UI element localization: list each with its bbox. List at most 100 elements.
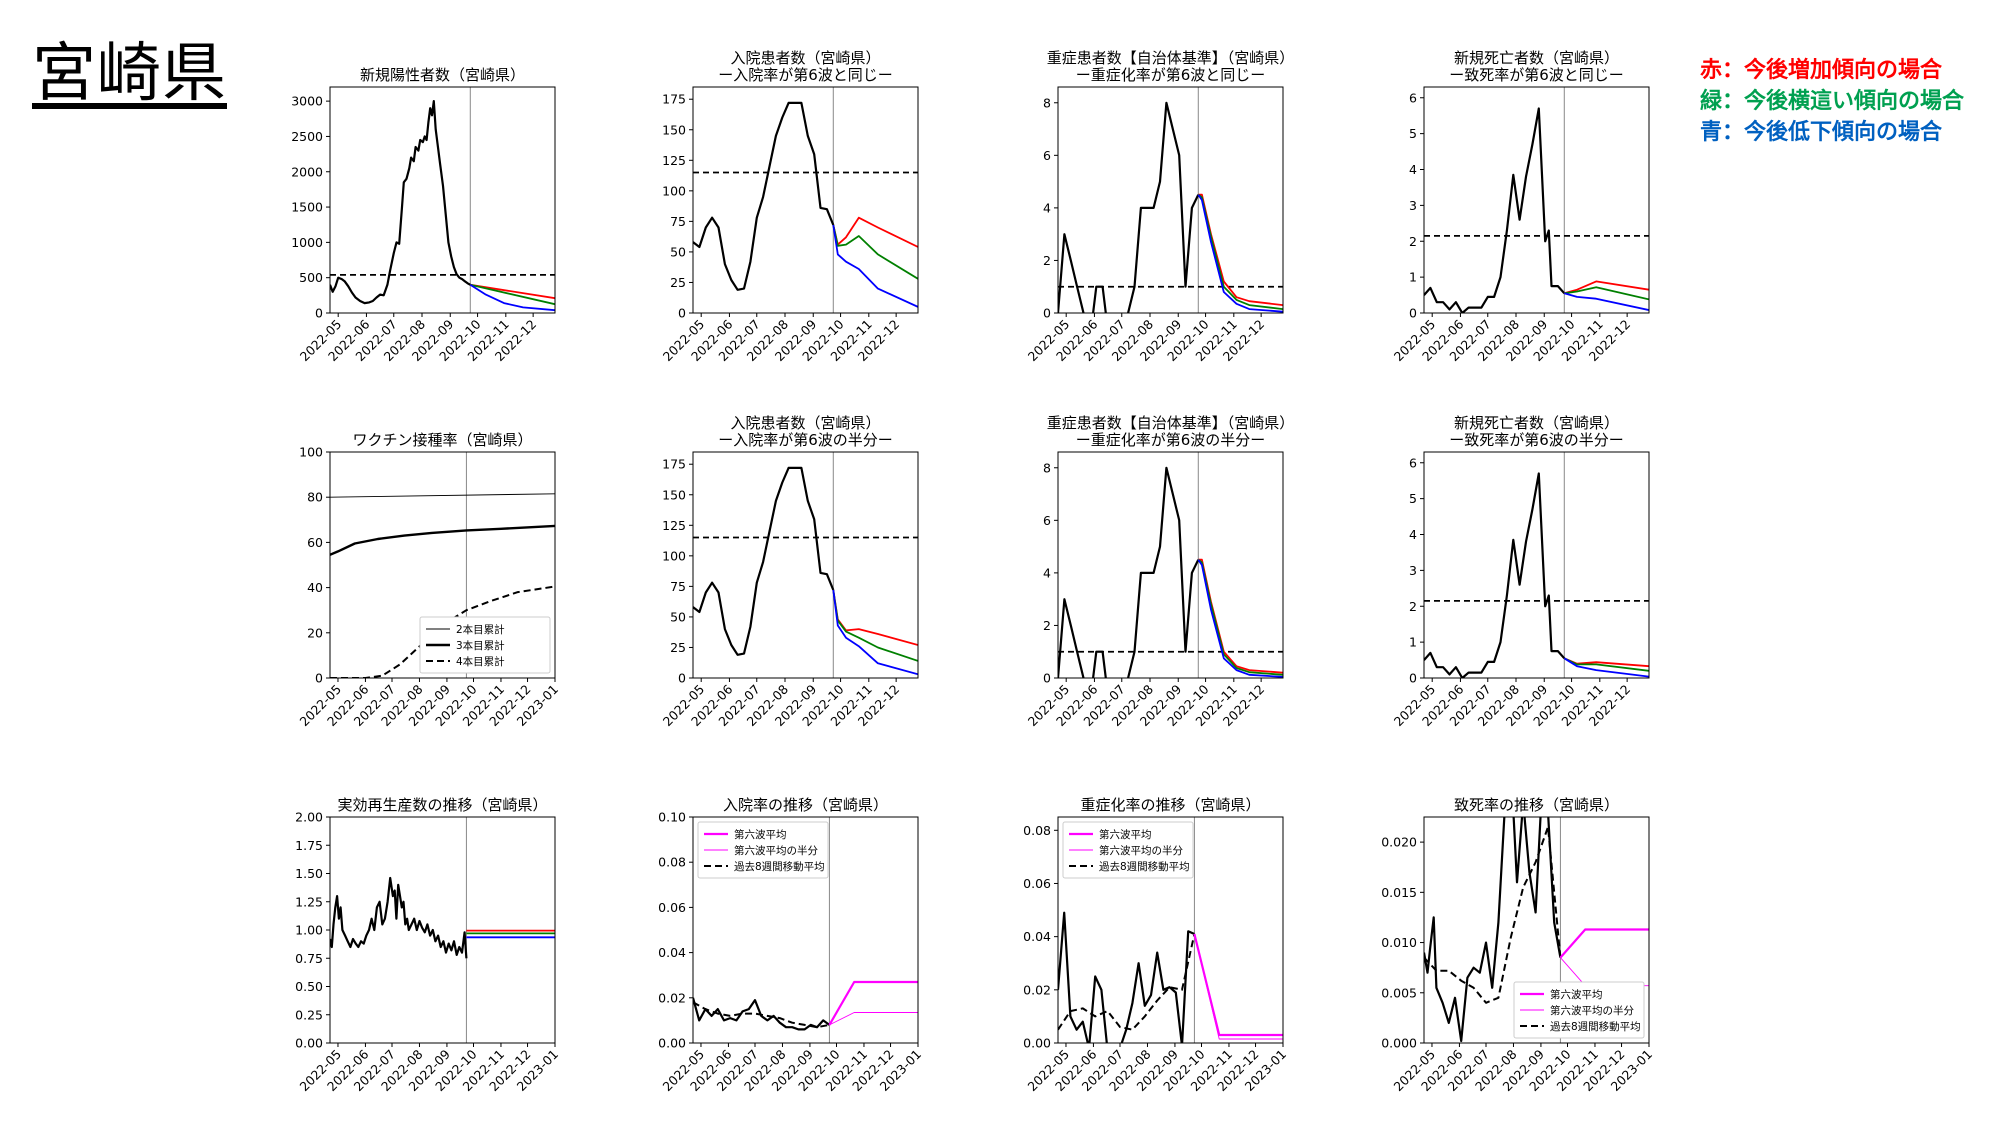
series-line-projection-3 bbox=[1197, 194, 1283, 313]
chart-severe1: 重症患者数【自治体基準】（宮崎県）ー重症化率が第6波と同じー024682022-… bbox=[1025, 49, 1294, 364]
series-line-magenta-thin-3 bbox=[829, 1012, 918, 1026]
y-tick-label: 0.04 bbox=[658, 945, 686, 960]
y-tick-label: 150 bbox=[662, 122, 686, 137]
y-tick-label: 0.00 bbox=[658, 1036, 686, 1051]
chart-title: ー致死率が第6波の半分ー bbox=[1449, 431, 1624, 449]
y-tick-label: 1 bbox=[1409, 635, 1417, 650]
y-tick-label: 0.02 bbox=[658, 990, 686, 1005]
y-tick-label: 0.04 bbox=[1023, 929, 1051, 944]
y-tick-label: 0 bbox=[1043, 671, 1051, 686]
y-tick-label: 0.08 bbox=[658, 855, 686, 870]
y-tick-label: 6 bbox=[1409, 90, 1417, 105]
chart-title: ー重症化率が第6波と同じー bbox=[1076, 66, 1266, 84]
chart-cases: 新規陽性者数（宮崎県）0500100015002000250030002022-… bbox=[291, 66, 556, 364]
y-tick-label: 0.08 bbox=[1023, 823, 1051, 838]
series-line-actual-0 bbox=[1058, 466, 1200, 678]
series-line-projection-3 bbox=[1564, 292, 1649, 311]
series-line-actual-0 bbox=[693, 997, 831, 1031]
plot-area bbox=[693, 87, 918, 313]
y-tick-label: 0.06 bbox=[658, 900, 686, 915]
legend-label: 第六波平均の半分 bbox=[1099, 844, 1183, 857]
scenario-red-label: 赤：今後増加傾向の場合 bbox=[1700, 58, 1943, 83]
y-tick-label: 0.75 bbox=[295, 951, 323, 966]
axes-frame bbox=[329, 86, 556, 314]
y-tick-label: 4 bbox=[1043, 565, 1051, 580]
y-tick-label: 0 bbox=[678, 671, 686, 686]
plot-area bbox=[693, 817, 918, 1043]
chart-title: ワクチン接種率（宮崎県） bbox=[352, 431, 532, 449]
plot-area bbox=[330, 817, 555, 1043]
series-line-magenta-solid-2 bbox=[828, 980, 918, 1026]
y-tick-label: 0 bbox=[1409, 306, 1417, 321]
series-line-dashed-1 bbox=[693, 1001, 830, 1029]
y-tick-label: 4 bbox=[1409, 527, 1417, 542]
y-tick-label: 75 bbox=[670, 214, 686, 229]
y-tick-label: 2 bbox=[1043, 253, 1051, 268]
plot-area bbox=[1058, 452, 1283, 678]
y-tick-label: 1.75 bbox=[295, 838, 323, 853]
y-tick-label: 20 bbox=[307, 625, 323, 640]
y-tick-label: 500 bbox=[299, 270, 323, 285]
y-tick-label: 0.000 bbox=[1381, 1036, 1417, 1051]
series-line-actual-0 bbox=[1058, 911, 1195, 1043]
y-tick-label: 8 bbox=[1043, 460, 1051, 475]
series-line-projection-2 bbox=[832, 589, 918, 662]
y-tick-label: 1.50 bbox=[295, 866, 323, 881]
y-tick-label: 80 bbox=[307, 490, 323, 505]
axes-frame bbox=[692, 86, 919, 314]
axes-frame bbox=[1057, 816, 1284, 1044]
chart-title: ー重症化率が第6波の半分ー bbox=[1076, 431, 1266, 449]
y-tick-label: 5 bbox=[1409, 126, 1417, 141]
chart-title: 重症患者数【自治体基準】（宮崎県） bbox=[1047, 414, 1295, 432]
series-line-solid-1 bbox=[330, 524, 555, 556]
series-line-projection-2 bbox=[1197, 193, 1283, 310]
y-tick-label: 1000 bbox=[291, 235, 323, 250]
chart-inpatients2: 入院患者数（宮崎県）ー入院率が第6波の半分ー 0 25 50 75 100 125 150 17… bbox=[660, 414, 919, 729]
legend-label: 第六波平均の半分 bbox=[734, 844, 818, 857]
y-tick-label: 2 bbox=[1043, 618, 1051, 633]
y-tick-label: 100 bbox=[662, 183, 686, 198]
plot-area bbox=[330, 87, 555, 313]
y-tick-label: 0 bbox=[1409, 671, 1417, 686]
y-tick-label: 75 bbox=[670, 579, 686, 594]
chart-deaths1: 新規死亡者数（宮崎県）ー致死率が第6波と同じー01234562022-05202… bbox=[1391, 49, 1650, 364]
y-tick-label: 125 bbox=[662, 518, 686, 533]
series-line-projection-1 bbox=[1198, 193, 1283, 306]
legend-label: 過去8週間移動平均 bbox=[1550, 1020, 1641, 1033]
legend-box bbox=[697, 821, 829, 879]
y-tick-label: 4 bbox=[1043, 200, 1051, 215]
series-line-projection-1 bbox=[832, 216, 918, 248]
y-tick-label: 0.02 bbox=[1023, 982, 1051, 997]
series-line-projection-2 bbox=[1197, 558, 1283, 676]
series-line-projection-1 bbox=[470, 283, 555, 300]
chart-title: 入院患者数（宮崎県） bbox=[730, 414, 880, 432]
series-line-projection-3 bbox=[1563, 657, 1649, 678]
chart-title: ー致死率が第6波と同じー bbox=[1449, 66, 1624, 84]
y-tick-label: 175 bbox=[662, 92, 686, 107]
plot-area bbox=[693, 452, 918, 678]
axes-frame bbox=[692, 451, 919, 679]
series-line-projection-3 bbox=[832, 224, 918, 308]
chart-title: 新規死亡者数（宮崎県） bbox=[1454, 414, 1619, 432]
series-line-projection-2 bbox=[470, 283, 555, 306]
y-tick-label: 125 bbox=[662, 153, 686, 168]
series-line-actual-0 bbox=[1058, 101, 1200, 313]
plot-area bbox=[1058, 87, 1283, 313]
y-tick-label: 0.005 bbox=[1381, 985, 1417, 1000]
chart-title: 入院患者数（宮崎県） bbox=[730, 49, 880, 67]
chart-title: ー入院率が第6波と同じー bbox=[718, 66, 893, 84]
chart-inpatients1: 入院患者数（宮崎県）ー入院率が第6波と同じー 0 25 50 75 100 125 150 17… bbox=[660, 49, 919, 364]
series-line-projection-1 bbox=[1198, 558, 1283, 674]
y-tick-label: 6 bbox=[1043, 513, 1051, 528]
y-tick-label: 60 bbox=[307, 535, 323, 550]
page-title: 宮崎県 bbox=[32, 37, 227, 111]
scenario-blue-label: 青：今後低下傾向の場合 bbox=[1700, 120, 1943, 145]
y-tick-label: 5 bbox=[1409, 491, 1417, 506]
series-line-thin-0 bbox=[330, 493, 555, 498]
chart-title: 致死率の推移（宮崎県） bbox=[1454, 796, 1619, 814]
legend-label: 過去8週間移動平均 bbox=[734, 860, 825, 873]
y-tick-label: 0 bbox=[315, 306, 323, 321]
y-tick-label: 25 bbox=[670, 275, 686, 290]
